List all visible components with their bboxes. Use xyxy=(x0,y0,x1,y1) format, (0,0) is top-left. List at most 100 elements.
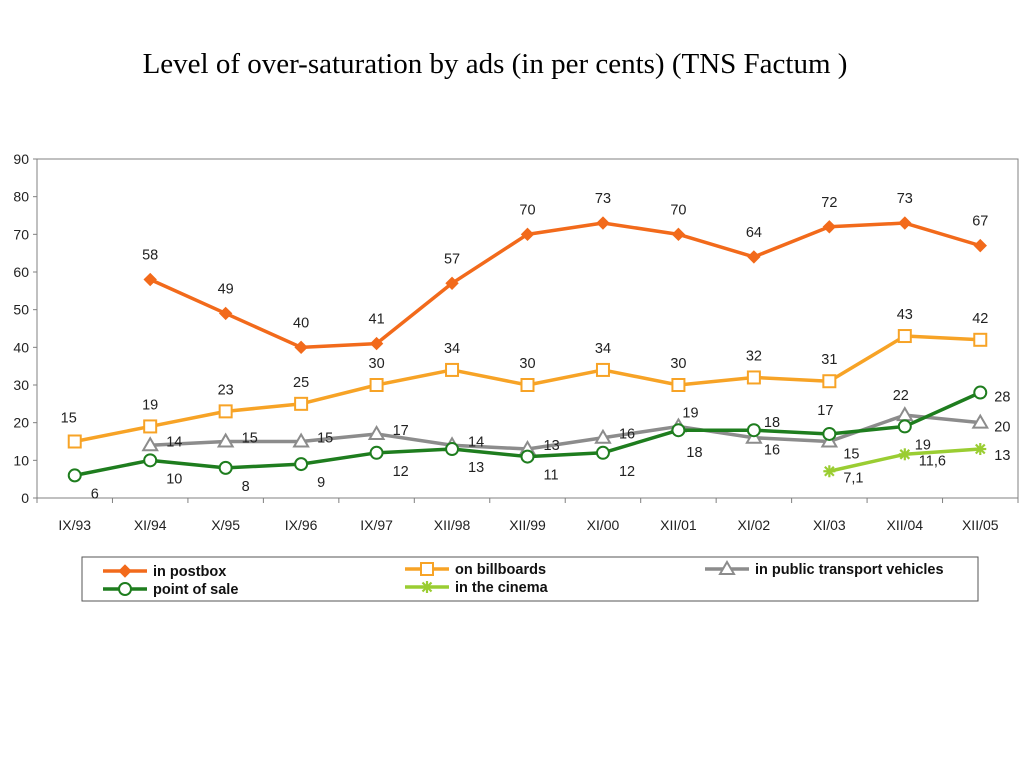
data-point xyxy=(143,272,157,287)
data-point xyxy=(671,378,686,392)
data-point xyxy=(897,329,912,344)
data-label: 70 xyxy=(670,202,686,218)
data-point xyxy=(420,562,434,576)
data-point xyxy=(294,396,309,411)
data-point xyxy=(746,370,761,385)
data-point xyxy=(898,216,912,230)
data-point xyxy=(718,560,736,575)
data-label: 17 xyxy=(393,423,409,439)
data-label: 16 xyxy=(764,443,780,459)
y-tick-label: 60 xyxy=(13,264,29,280)
y-tick-label: 30 xyxy=(13,377,29,393)
data-point xyxy=(118,582,132,596)
y-tick-label: 40 xyxy=(13,339,29,355)
data-label: 73 xyxy=(897,191,913,207)
star-stroke xyxy=(421,581,433,593)
data-point xyxy=(594,428,612,444)
data-label: 15 xyxy=(242,431,258,447)
data-label: 12 xyxy=(393,464,409,480)
x-tick-label: XII/98 xyxy=(434,517,471,533)
data-label: 43 xyxy=(897,307,913,323)
legend-label: on billboards xyxy=(455,562,546,578)
data-point xyxy=(671,423,686,438)
data-label: 19 xyxy=(915,437,931,453)
data-point xyxy=(973,238,987,253)
slide-title: Level of over-saturation by ads (in per … xyxy=(142,48,848,80)
data-label: 57 xyxy=(444,251,460,267)
data-label: 31 xyxy=(821,352,837,368)
data-point xyxy=(369,336,384,351)
series-point-of-sale: 6 10 8 9 12 13 11 12 18 18 17 19 28 xyxy=(67,385,1010,502)
data-point xyxy=(595,445,610,460)
data-label: 64 xyxy=(746,225,762,241)
data-point xyxy=(369,378,384,392)
data-label: 30 xyxy=(519,356,535,372)
data-point xyxy=(973,332,988,347)
data-label: 16 xyxy=(619,427,635,443)
data-point xyxy=(671,227,686,242)
legend-label: in public transport vehicles xyxy=(755,562,944,578)
legend-item-point-of-sale: point of sale xyxy=(103,582,238,598)
data-label: 15 xyxy=(843,447,859,463)
data-label: 22 xyxy=(893,388,909,404)
data-point xyxy=(520,227,535,242)
y-tick-label: 20 xyxy=(13,415,29,431)
x-tick-label: IX/96 xyxy=(285,517,318,533)
data-label: 12 xyxy=(619,464,635,480)
data-label: 67 xyxy=(972,214,988,230)
x-tick-label: XII/04 xyxy=(887,517,924,533)
data-point xyxy=(421,581,433,593)
data-label: 13 xyxy=(468,460,484,476)
data-label: 14 xyxy=(468,434,484,450)
y-tick-label: 10 xyxy=(13,452,29,468)
legend-box xyxy=(81,556,979,602)
data-label: 9 xyxy=(317,475,325,491)
data-point xyxy=(898,448,911,461)
data-label: 10 xyxy=(166,471,182,487)
legend-item-in-postbox: in postbox xyxy=(103,564,226,580)
data-label: 41 xyxy=(369,312,385,328)
data-label: 7,1 xyxy=(843,470,863,486)
data-label: 28 xyxy=(994,390,1010,406)
data-point xyxy=(746,423,761,438)
data-point xyxy=(822,220,837,234)
data-label: 25 xyxy=(293,375,309,391)
data-point xyxy=(118,564,132,578)
data-label: 14 xyxy=(166,434,182,450)
data-point xyxy=(596,216,610,230)
data-point xyxy=(973,385,988,400)
y-tick-label: 90 xyxy=(13,151,29,167)
legend-label: in the cinema xyxy=(455,580,549,596)
data-point xyxy=(823,465,836,478)
x-tick-label: XI/94 xyxy=(134,517,167,533)
data-point xyxy=(143,453,158,468)
data-point xyxy=(216,432,235,448)
series-in-the-cinema: 7,1 11,6 13 xyxy=(823,443,1010,486)
series-on-billboards: 15 19 23 25 30 34 30 34 30 32 31 43 42 xyxy=(61,307,988,449)
data-label: 30 xyxy=(369,356,385,372)
data-point xyxy=(143,419,158,434)
star-stroke xyxy=(974,443,986,455)
x-tick-label: XI/00 xyxy=(587,517,620,533)
legend-item-in-the-cinema: in the cinema xyxy=(405,580,549,596)
data-point xyxy=(367,424,386,440)
data-label: 15 xyxy=(61,411,77,427)
data-label: 40 xyxy=(293,315,309,331)
data-label: 72 xyxy=(821,195,837,211)
data-label: 18 xyxy=(686,445,702,461)
y-tick-label: 70 xyxy=(13,226,29,242)
data-point xyxy=(520,378,535,392)
star-stroke xyxy=(824,465,835,477)
legend-item-in-public-transport-vehicles: in public transport vehicles xyxy=(705,560,944,578)
series-line xyxy=(149,221,981,350)
data-label: 32 xyxy=(746,348,762,364)
x-tick-label: XII/05 xyxy=(962,517,999,533)
data-label: 34 xyxy=(444,341,460,357)
data-label: 34 xyxy=(595,341,611,357)
data-point xyxy=(141,436,159,452)
data-point xyxy=(292,432,310,448)
legend-label: in postbox xyxy=(153,564,226,580)
data-point xyxy=(445,362,460,377)
data-point xyxy=(520,449,535,464)
